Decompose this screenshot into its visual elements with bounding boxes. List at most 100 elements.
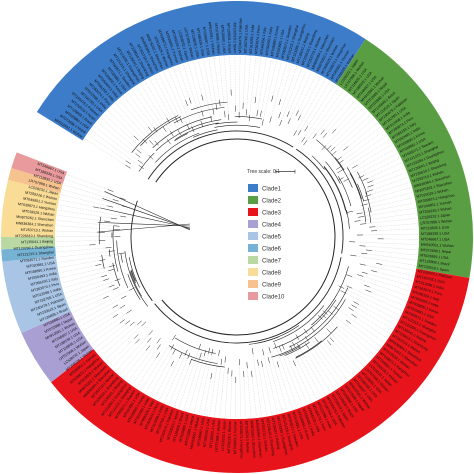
leaf-label: MT118835.1 USA	[209, 419, 217, 448]
tree-branch	[350, 254, 357, 257]
tree-branch	[99, 207, 191, 229]
leaf-connector	[367, 273, 412, 287]
tree-branch	[125, 320, 131, 325]
leaf-connector	[360, 212, 417, 221]
leaf-label: MT050493.1 India	[265, 26, 274, 55]
tree-branch	[177, 129, 181, 135]
tree-branch	[135, 153, 141, 158]
leaf-connector	[270, 352, 288, 411]
legend-swatch	[248, 244, 258, 252]
leaf-connector	[57, 251, 109, 258]
tree-branch	[252, 348, 254, 355]
leaf-connector	[107, 110, 135, 137]
leaf-connector	[229, 56, 232, 90]
leaf-connector	[356, 307, 393, 330]
tree-branch	[287, 118, 291, 125]
leaf-label: MT263074.1 Peru	[254, 25, 261, 54]
tree-branch	[147, 130, 294, 180]
leaf-label: MT126808.1 Brazil	[226, 23, 231, 54]
leaf-label: MT135041.1 Beijing	[21, 240, 53, 245]
leaf-label: MT126808.1 Brazil	[419, 259, 450, 267]
leaf-label: MT049951.1 Yunnan	[233, 421, 237, 454]
tree-branch	[338, 285, 345, 289]
leaf-label: MN975262.1 Shenzhen	[249, 420, 256, 458]
legend-label: Clade1	[262, 187, 282, 193]
tree-branch	[292, 360, 296, 367]
tree-branch	[312, 133, 317, 139]
leaf-label: LC528232.1 Japan	[221, 420, 227, 451]
tree-branch	[326, 328, 331, 334]
leaf-connector	[115, 102, 150, 141]
leaf-connector	[131, 89, 168, 140]
leaf-connector	[91, 323, 120, 345]
tree-branch	[365, 191, 372, 213]
tree-branch	[353, 301, 359, 305]
legend-swatch	[248, 256, 258, 264]
tree-branch	[119, 197, 126, 200]
leaf-connector	[341, 126, 381, 158]
leaf-connector	[257, 58, 267, 111]
tree-branch	[271, 299, 346, 358]
leaf-label: MT135041.1 Beijing	[271, 417, 281, 449]
leaf-connector	[316, 93, 348, 134]
tree-branch	[322, 132, 328, 138]
leaf-connector	[289, 69, 307, 112]
tree-branch	[278, 99, 281, 106]
leaf-label: MT118835.1 USA	[190, 29, 200, 58]
tree-branch	[272, 305, 325, 342]
tree-branch	[365, 289, 372, 293]
tree-branch	[321, 145, 327, 150]
leaf-connector	[108, 338, 135, 365]
tree-branch	[271, 95, 274, 102]
leaf-connector	[84, 138, 126, 166]
legend-swatch	[248, 220, 258, 228]
tree-branch	[346, 285, 353, 289]
leaf-connector	[375, 223, 418, 227]
leaf-connector	[290, 71, 312, 119]
tree-branch	[224, 356, 226, 363]
leaf-connector	[304, 87, 339, 138]
leaf-connector	[281, 351, 303, 406]
leaf-connector	[366, 218, 418, 224]
leaf-connector	[85, 317, 114, 336]
tree-branch	[201, 94, 204, 101]
legend-label: Clade9	[262, 283, 282, 289]
leaf-connector	[278, 367, 293, 410]
leaf-connector	[352, 276, 409, 297]
tree-branch	[146, 345, 151, 351]
leaf-connector	[372, 177, 408, 190]
leaf-connector	[318, 341, 348, 381]
tree-branch	[218, 349, 220, 356]
leaf-label: LC528232.1 Japan	[420, 213, 451, 220]
tree-branch	[110, 217, 117, 220]
leaf-connector	[132, 349, 158, 385]
tree-branch	[175, 337, 216, 354]
tree-branch	[133, 135, 139, 141]
leaf-connector	[296, 78, 326, 131]
leaf-connector	[168, 69, 192, 127]
leaf-connector	[332, 314, 378, 351]
tree-branch	[112, 304, 119, 308]
tree-branch	[208, 347, 211, 354]
tree-branch	[191, 101, 228, 111]
tree-branch	[189, 97, 192, 104]
tree-branch	[125, 160, 131, 165]
leaf-label: MT093571.1 Sweden	[20, 256, 54, 264]
tree-branch	[362, 177, 369, 181]
leaf-connector	[343, 288, 401, 316]
tree-branch	[346, 167, 362, 200]
leaf-label: MT019529.1 Wuhan	[22, 209, 55, 217]
leaf-connector	[255, 57, 262, 98]
leaf-connector	[314, 331, 353, 377]
leaf-label: MH910591.1 Wuhan	[421, 243, 454, 248]
leaf-connector	[262, 366, 273, 415]
leaf-label: MT226610.1 Shandong	[265, 418, 275, 456]
leaf-connector	[334, 114, 371, 148]
leaf-connector	[214, 364, 222, 417]
leaf-connector	[163, 355, 186, 403]
tree-branch	[361, 271, 368, 274]
tree-branch	[284, 341, 310, 356]
leaf-label: LR757998.1 Wuhan	[420, 219, 452, 225]
tree-branch	[297, 114, 301, 121]
